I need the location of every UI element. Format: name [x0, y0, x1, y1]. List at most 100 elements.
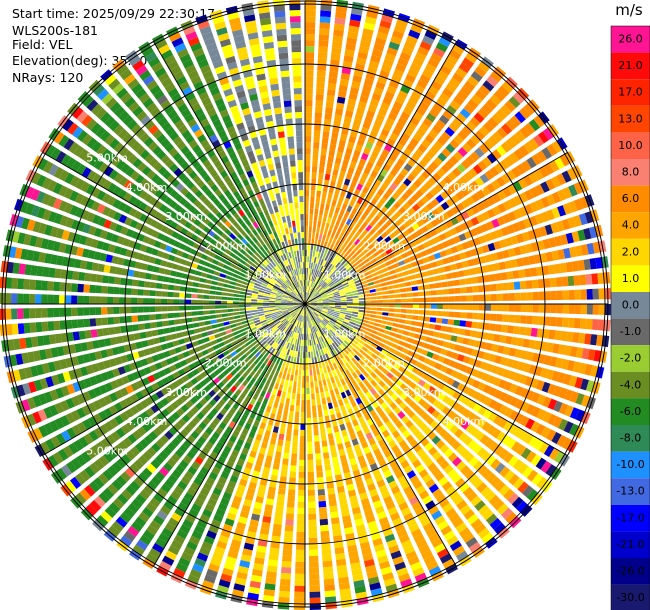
velocity-cell [260, 330, 267, 336]
velocity-cell [187, 254, 195, 261]
velocity-cell [424, 290, 431, 296]
velocity-cell [293, 305, 300, 308]
velocity-cell [249, 280, 256, 285]
velocity-cell [62, 371, 71, 382]
velocity-cell [382, 299, 389, 303]
velocity-cell [452, 545, 466, 557]
velocity-cell [98, 491, 110, 504]
velocity-cell [240, 354, 247, 361]
velocity-cell [87, 389, 97, 400]
velocity-cell [180, 497, 191, 507]
velocity-cell [62, 345, 71, 356]
velocity-cell [440, 212, 450, 221]
velocity-cell [321, 281, 326, 287]
velocity-cell [592, 241, 601, 254]
velocity-cell [209, 264, 217, 270]
velocity-cell [348, 360, 355, 367]
velocity-cell [233, 308, 240, 312]
velocity-cell [204, 503, 215, 513]
velocity-cell [270, 324, 276, 329]
velocity-cell [463, 269, 471, 277]
velocity-cell [148, 238, 156, 246]
velocity-cell [59, 358, 68, 370]
velocity-cell [322, 307, 329, 310]
velocity-cell [339, 78, 349, 87]
velocity-cell [299, 363, 302, 370]
velocity-cell [179, 299, 186, 304]
velocity-cell [347, 353, 354, 360]
velocity-cell [356, 197, 364, 205]
velocity-cell [398, 425, 407, 434]
velocity-cell [537, 353, 546, 364]
velocity-cell [305, 112, 312, 119]
velocity-cell [217, 341, 225, 348]
velocity-cell [329, 320, 336, 325]
velocity-cell [193, 276, 201, 282]
velocity-cell [59, 320, 67, 330]
velocity-cell [499, 239, 507, 249]
velocity-cell [423, 392, 432, 401]
velocity-cell [19, 337, 27, 350]
velocity-cell [405, 320, 412, 325]
velocity-cell [307, 327, 310, 334]
velocity-cell [471, 415, 482, 425]
velocity-cell [380, 183, 388, 192]
velocity-cell [230, 539, 242, 548]
velocity-cell [171, 263, 179, 270]
velocity-cell [323, 319, 329, 324]
velocity-cell [230, 385, 237, 393]
velocity-cell [188, 348, 196, 356]
velocity-cell [245, 307, 252, 311]
velocity-cell [533, 439, 544, 451]
velocity-cell [338, 491, 347, 500]
velocity-cell [47, 281, 54, 291]
velocity-cell [295, 561, 305, 568]
velocity-cell [411, 315, 419, 321]
velocity-cell [353, 69, 364, 77]
velocity-cell [573, 318, 581, 329]
velocity-cell [229, 281, 237, 286]
velocity-cell [357, 101, 367, 109]
velocity-cell [272, 327, 279, 333]
velocity-cell [103, 394, 113, 405]
velocity-cell [226, 365, 234, 373]
velocity-cell [311, 313, 316, 319]
velocity-cell [451, 380, 460, 389]
velocity-cell [294, 326, 298, 333]
velocity-cell [496, 304, 503, 312]
velocity-cell [229, 407, 237, 415]
velocity-cell [60, 400, 70, 412]
velocity-cell [355, 248, 363, 255]
velocity-cell [412, 57, 424, 67]
velocity-cell [400, 168, 409, 177]
velocity-cell [306, 381, 310, 388]
velocity-cell [168, 348, 177, 356]
velocity-cell [477, 160, 488, 171]
velocity-cell [273, 349, 278, 356]
velocity-cell [359, 541, 371, 550]
velocity-cell [120, 226, 129, 236]
velocity-cell [437, 402, 446, 412]
velocity-cell [345, 338, 352, 344]
velocity-cell [306, 286, 309, 293]
velocity-cell [337, 273, 344, 279]
velocity-cell [355, 376, 362, 384]
velocity-cell [404, 355, 412, 363]
velocity-cell [322, 354, 327, 361]
velocity-cell [153, 240, 162, 249]
velocity-cell [115, 336, 124, 344]
velocity-cell [171, 437, 181, 447]
velocity-cell [245, 310, 252, 314]
velocity-cell [355, 334, 363, 340]
velocity-cell [275, 506, 284, 513]
velocity-cell [515, 399, 525, 410]
velocity-cell [462, 532, 475, 543]
velocity-cell [285, 314, 291, 319]
velocity-cell [540, 367, 549, 379]
velocity-cell [355, 410, 363, 419]
velocity-cell [66, 270, 74, 280]
velocity-cell [142, 467, 153, 478]
velocity-cell [323, 327, 328, 333]
velocity-cell [512, 181, 523, 192]
velocity-cell [377, 259, 385, 265]
